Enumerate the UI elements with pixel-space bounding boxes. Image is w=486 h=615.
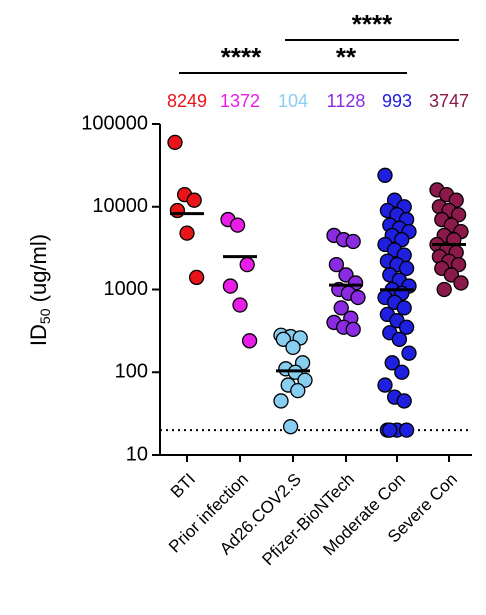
data-point xyxy=(396,300,412,316)
significance-label: **** xyxy=(352,9,393,39)
data-point xyxy=(186,192,202,208)
data-point xyxy=(398,260,415,277)
data-point xyxy=(232,297,248,313)
data-point xyxy=(394,364,410,380)
stat-label: 1372 xyxy=(220,91,260,111)
y-tick-label: 10 xyxy=(126,443,148,465)
data-point xyxy=(384,355,400,371)
x-tick-label: Pfizer-BioNTech xyxy=(258,470,358,570)
y-tick-label: 1000 xyxy=(104,278,149,300)
data-point xyxy=(396,393,412,409)
data-point xyxy=(450,207,467,223)
data-point xyxy=(398,422,415,438)
data-point xyxy=(391,331,408,347)
data-point xyxy=(290,382,306,399)
y-axis-label: ID50 (ug/ml) xyxy=(26,234,53,346)
data-point xyxy=(179,225,195,241)
y-label-unit: (ug/ml) xyxy=(26,234,51,309)
y-label-main: ID xyxy=(26,324,51,346)
data-point xyxy=(345,321,361,337)
data-point xyxy=(401,345,417,361)
data-point xyxy=(394,232,410,248)
y-tick-label: 100000 xyxy=(81,112,148,134)
data-point xyxy=(273,393,289,409)
data-point xyxy=(188,269,205,286)
stat-label: 3747 xyxy=(429,91,469,111)
data-point xyxy=(222,278,239,294)
data-point xyxy=(328,256,345,273)
data-point xyxy=(382,422,398,438)
data-point xyxy=(453,275,469,291)
x-tick-label: BTI xyxy=(167,470,199,502)
data-point xyxy=(377,377,393,393)
data-point xyxy=(239,256,255,273)
significance-label: **** xyxy=(221,42,262,72)
data-point xyxy=(282,419,299,435)
stat-label: 1128 xyxy=(327,91,366,111)
data-point xyxy=(167,134,183,151)
data-point xyxy=(450,256,467,273)
stat-label: 104 xyxy=(278,91,308,111)
y-tick-label: 10000 xyxy=(92,195,148,217)
y-label-sub: 50 xyxy=(37,308,53,324)
data-point xyxy=(297,372,313,388)
significance-label: ** xyxy=(336,42,357,72)
data-point xyxy=(333,300,349,316)
stat-label: 8249 xyxy=(167,91,207,111)
data-point xyxy=(350,289,366,306)
data-point xyxy=(436,281,452,298)
data-point xyxy=(229,217,246,233)
y-tick-label: 100 xyxy=(115,361,148,383)
data-point xyxy=(169,202,186,219)
data-point xyxy=(398,319,415,335)
data-point xyxy=(285,339,301,355)
data-point xyxy=(345,233,361,250)
data-point xyxy=(241,333,258,349)
data-point xyxy=(377,167,393,183)
stat-label: 993 xyxy=(382,91,412,111)
data-point xyxy=(448,192,464,208)
